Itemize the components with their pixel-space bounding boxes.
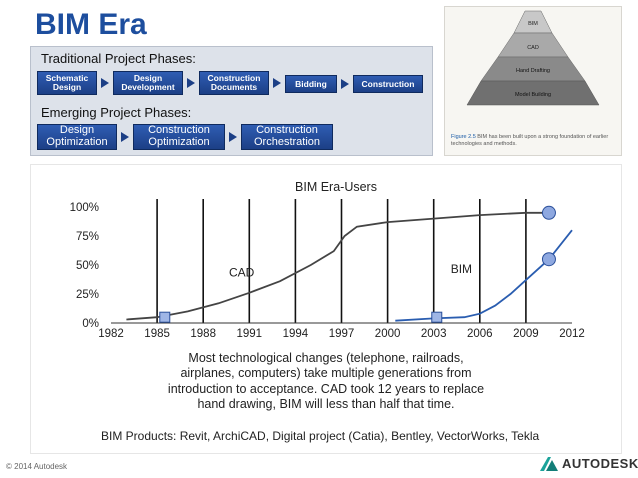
arrow-right-icon (341, 79, 349, 89)
phase-construction-orchestration: Construction Orchestration (241, 124, 333, 150)
circle-marker (541, 252, 556, 267)
square-marker (159, 311, 171, 323)
bim-products-list: BIM Products: Revit, ArchiCAD, Digital p… (101, 429, 540, 443)
x-tick-label: 1985 (144, 328, 170, 340)
pyramid-diagram: BIM CAD Hand Drafting Model Building (466, 10, 600, 106)
pyramid-label-hand-drafting: Hand Drafting (516, 68, 550, 74)
x-tick-label: 2000 (375, 328, 401, 340)
x-tick-label: 2006 (467, 328, 493, 340)
chart-note: Most technological changes (telephone, r… (167, 351, 485, 411)
technology-pyramid-panel: BIM CAD Hand Drafting Model Building Fig… (444, 6, 622, 156)
pyramid-label-cad: CAD (527, 45, 539, 51)
pyramid-level-model-building (466, 80, 600, 106)
phase-design-development: Design Development (113, 71, 183, 95)
logo-text: AUTODESK. (562, 456, 638, 471)
series-label: CAD (229, 266, 255, 280)
series-line-bim (395, 229, 573, 322)
x-tick-label: 1997 (329, 328, 355, 340)
circle-marker (541, 205, 556, 220)
phase-construction-optimization: Construction Optimization (133, 124, 225, 150)
arrow-right-icon (229, 132, 237, 142)
x-tick-label: 2009 (513, 328, 539, 340)
caption-text: BIM has been built upon a strong foundat… (451, 134, 609, 147)
arrow-right-icon (273, 78, 281, 88)
pyramid-label-model-building: Model Building (515, 92, 551, 98)
series-line-cad (126, 211, 549, 321)
y-tick-label: 0% (82, 318, 99, 330)
copyright-text: © 2014 Autodesk (6, 462, 68, 471)
bim-era-users-chart-panel: BIM Era-Users 0% 25% 50% 75% 100% 1982 1985 19… (30, 164, 622, 454)
x-tick-label: 2012 (559, 328, 585, 340)
chart-title: BIM Era-Users (295, 180, 377, 194)
y-tick-label: 100% (70, 202, 99, 214)
phase-bidding: Bidding (285, 75, 337, 93)
phase-design-optimization: Design Optimization (37, 124, 117, 150)
slide-title: BIM Era (35, 8, 147, 41)
bim-era-users-chart: BIM Era-Users 0% 25% 50% 75% 100% 1982 1985 19… (70, 180, 585, 340)
series-label: BIM (451, 262, 472, 276)
square-marker (431, 311, 443, 323)
arrow-right-icon (121, 132, 129, 142)
phase-schematic-design: Schematic Design (37, 71, 97, 95)
phase-construction-documents: Construction Documents (199, 71, 269, 95)
phase-construction: Construction (353, 75, 423, 93)
pyramid-caption: Figure 2.5 BIM has been built upon a str… (451, 134, 617, 147)
arrow-right-icon (187, 78, 195, 88)
autodesk-logo: AUTODESK. (540, 456, 638, 471)
caption-figure-number: Figure 2.5 (451, 134, 476, 140)
x-tick-label: 1982 (98, 328, 124, 340)
y-tick-label: 75% (76, 231, 99, 243)
emerging-phases-heading: Emerging Project Phases: (41, 105, 192, 120)
arrow-right-icon (101, 78, 109, 88)
traditional-phases-heading: Traditional Project Phases: (41, 51, 196, 66)
pyramid-label-bim: BIM (528, 21, 538, 27)
x-tick-label: 1991 (237, 328, 263, 340)
project-phases-panel: Traditional Project Phases: Schematic De… (30, 46, 433, 156)
autodesk-logo-icon (540, 456, 558, 471)
x-tick-label: 1994 (283, 328, 309, 340)
x-tick-label: 2003 (421, 328, 447, 340)
x-tick-label: 1988 (190, 328, 216, 340)
y-tick-label: 25% (76, 289, 99, 301)
y-tick-label: 50% (76, 260, 99, 272)
